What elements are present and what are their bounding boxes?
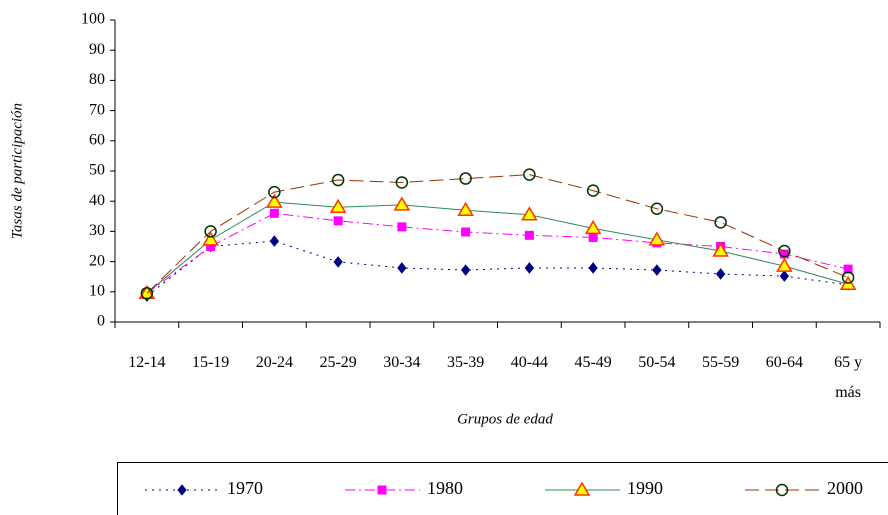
data-point xyxy=(712,242,729,257)
x-tick-label: 40-44 xyxy=(510,354,549,371)
x-tick-label: 65 y más xyxy=(834,354,863,401)
y-tick-label: 30 xyxy=(89,222,105,239)
y-tick-label: 70 xyxy=(89,101,105,118)
legend-box xyxy=(117,462,888,515)
series-line xyxy=(146,201,849,294)
x-tick-label: 25-29 xyxy=(319,354,357,371)
x-axis-title: Grupos de edad xyxy=(457,411,553,427)
data-point xyxy=(841,271,855,284)
data-point xyxy=(648,231,666,246)
legend-label: 1990 xyxy=(627,478,663,498)
data-point xyxy=(329,198,347,213)
legend-label: 1970 xyxy=(227,478,263,498)
data-point xyxy=(715,268,726,280)
data-point xyxy=(460,264,471,276)
data-point xyxy=(524,230,534,240)
series-line xyxy=(146,240,849,297)
x-tick-label: 50-54 xyxy=(638,354,676,371)
data-point xyxy=(459,172,472,185)
data-point xyxy=(588,262,598,274)
data-point xyxy=(202,231,219,246)
data-point xyxy=(714,216,727,229)
data-point xyxy=(776,257,793,272)
y-tick-label: 90 xyxy=(89,41,105,58)
x-tick-label: 35-39 xyxy=(446,354,485,371)
data-point xyxy=(843,264,853,274)
legend-label: 2000 xyxy=(827,478,863,498)
x-tick-label: 30-34 xyxy=(383,354,421,371)
y-tick-label: 60 xyxy=(89,131,105,148)
data-point xyxy=(650,202,664,215)
y-tick-label: 10 xyxy=(89,282,105,299)
data-point xyxy=(397,262,407,274)
data-point xyxy=(778,244,791,258)
y-tick-label: 20 xyxy=(89,252,105,269)
data-point xyxy=(461,227,471,237)
data-point xyxy=(140,287,154,300)
legend-marker xyxy=(177,484,187,496)
data-point xyxy=(523,168,536,181)
data-point xyxy=(457,201,474,217)
data-point xyxy=(524,262,535,274)
series-line xyxy=(146,174,849,294)
legend-marker xyxy=(775,483,789,497)
data-point xyxy=(521,206,538,221)
data-point xyxy=(269,208,279,218)
data-point xyxy=(269,235,280,247)
data-point xyxy=(266,193,283,208)
legend-label: 1980 xyxy=(427,478,463,498)
data-point xyxy=(393,196,411,211)
y-tick-label: 80 xyxy=(89,71,105,88)
data-point xyxy=(331,173,345,187)
data-point xyxy=(204,225,217,238)
x-tick-label: 60-64 xyxy=(765,354,804,371)
x-tick-label: 45-49 xyxy=(574,354,612,371)
y-axis-title: Tasas de participación xyxy=(9,103,25,239)
data-point xyxy=(652,264,662,276)
y-tick-label: 40 xyxy=(89,192,105,209)
data-point xyxy=(395,176,409,189)
data-point xyxy=(268,185,281,199)
series-line xyxy=(146,212,849,294)
legend-marker xyxy=(377,485,387,495)
legend-marker xyxy=(573,481,591,496)
x-tick-label: 55-59 xyxy=(701,354,740,371)
data-point xyxy=(333,216,343,226)
x-tick-label: 12-14 xyxy=(128,354,166,371)
data-point xyxy=(397,222,407,232)
data-point xyxy=(779,270,790,282)
data-point xyxy=(584,219,602,235)
data-point xyxy=(333,256,343,268)
y-tick-label: 50 xyxy=(89,162,105,179)
x-tick-label: 15-19 xyxy=(191,354,230,371)
x-tick-label: 20-24 xyxy=(255,354,294,371)
y-tick-label: 100 xyxy=(81,11,105,28)
y-tick-label: 0 xyxy=(97,313,105,330)
data-point xyxy=(588,232,598,242)
data-point xyxy=(586,184,600,197)
